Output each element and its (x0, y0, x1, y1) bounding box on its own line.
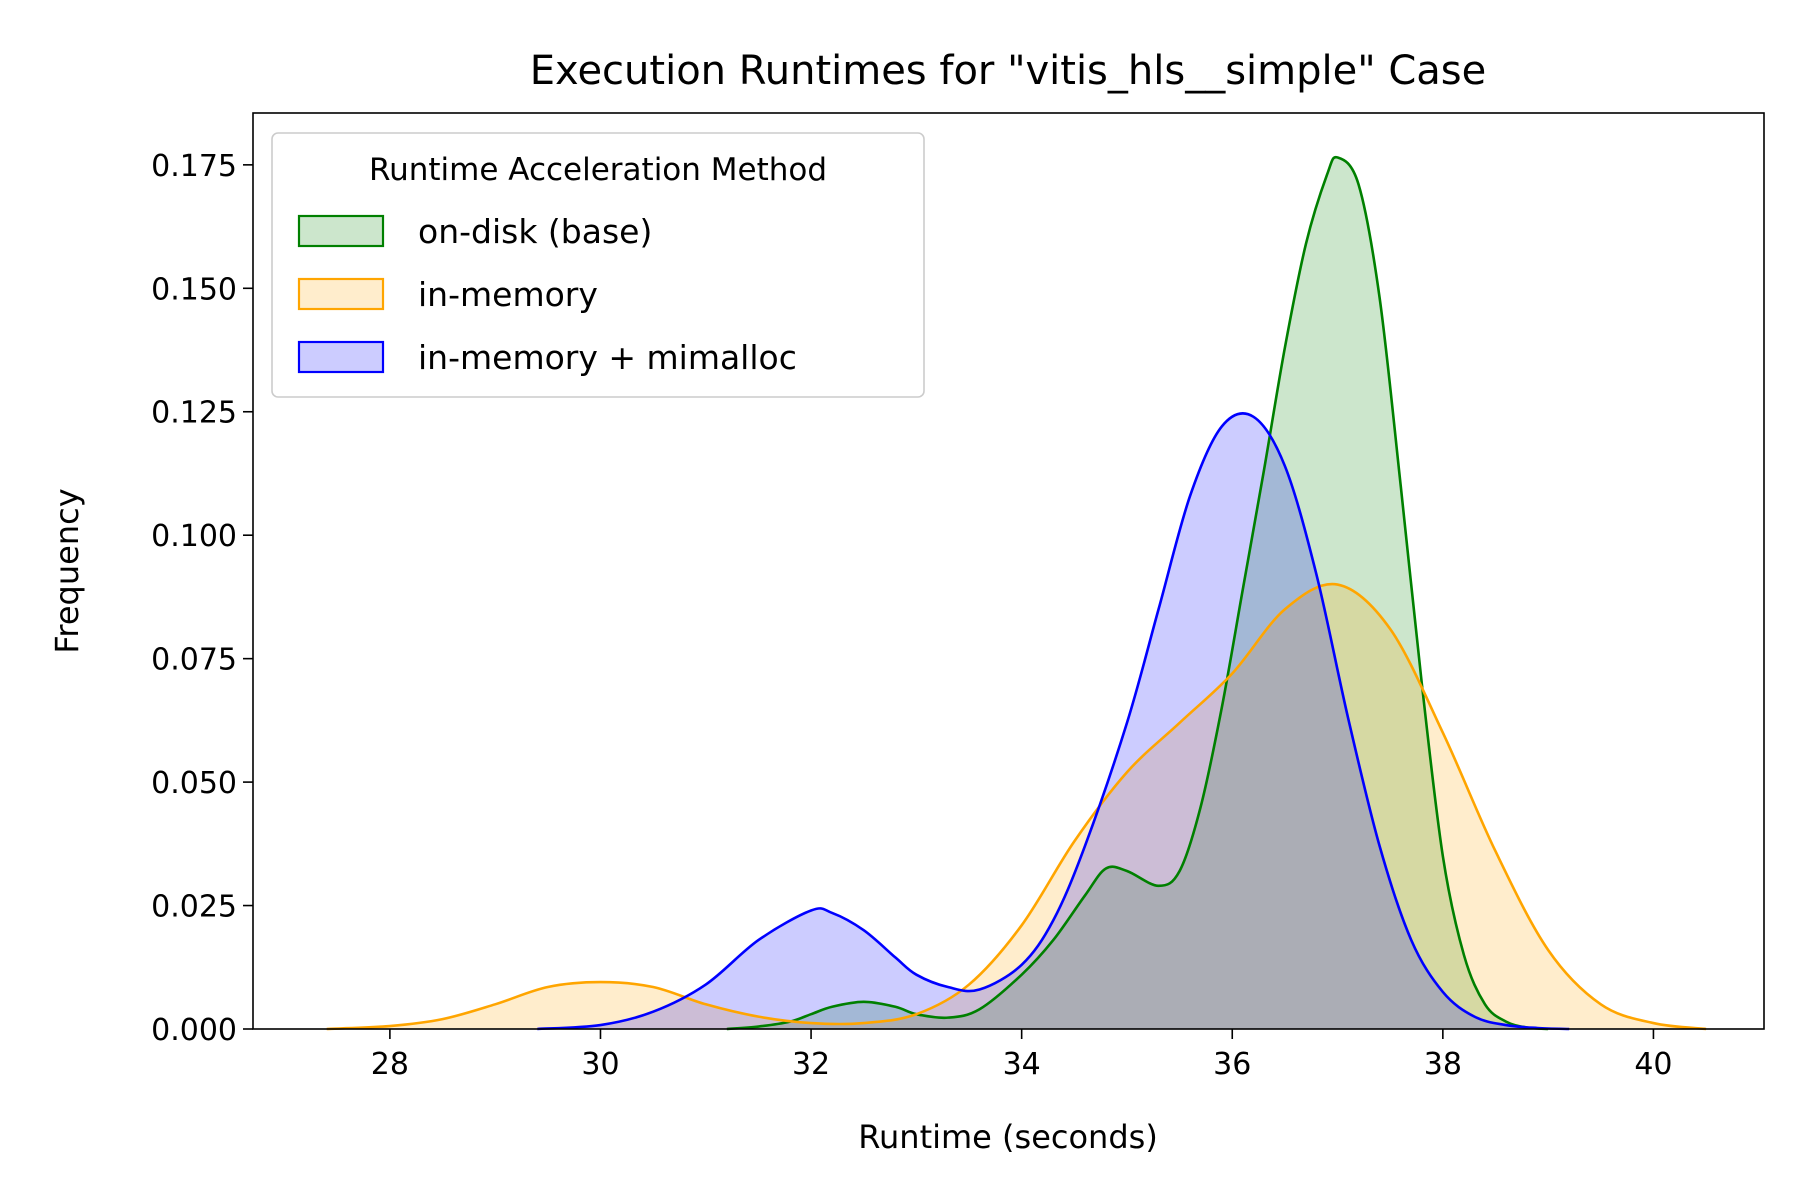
series-line-on-disk-base (726, 155, 1549, 1031)
y-tick-label: 0.050 (151, 766, 237, 801)
series-fills (326, 157, 1707, 1029)
plot-area-frame (252, 112, 1765, 1030)
x-tick-label: 28 (371, 1047, 409, 1082)
x-tick-label: 38 (1424, 1047, 1462, 1082)
legend-label: in-memory + mimalloc (418, 338, 797, 377)
x-axis-label: Runtime (seconds) (858, 1118, 1158, 1156)
legend-label: in-memory (418, 275, 598, 314)
legend-swatch (297, 340, 385, 374)
series-line-in-memory (326, 582, 1707, 1031)
y-tick-label: 0.150 (151, 272, 237, 307)
x-tick-label: 34 (1003, 1047, 1041, 1082)
legend-title: Runtime Acceleration Method (369, 152, 827, 188)
series-fill-on-disk-base (726, 157, 1549, 1029)
y-tick-label: 0.000 (151, 1013, 237, 1048)
series-line-in-memory-mimalloc (537, 412, 1570, 1031)
y-axis: 0.000 0.025 0.050 0.075 0.100 0.125 0.150 0.175 (151, 149, 253, 1048)
series-layer (326, 155, 1707, 1031)
legend-item-in-memory: in-memory (297, 275, 598, 314)
legend: Runtime Acceleration Method on-disk (bas… (271, 132, 925, 398)
y-tick-label: 0.025 (151, 890, 237, 925)
series-fill-in-memory (326, 584, 1707, 1029)
series-fill-in-memory-mimalloc (537, 413, 1570, 1029)
series-lines (326, 155, 1707, 1031)
x-tick-label: 32 (792, 1047, 830, 1082)
y-tick-label: 0.125 (151, 396, 237, 431)
legend-label: on-disk (base) (418, 212, 652, 251)
legend-item-on-disk-base: on-disk (base) (297, 212, 652, 251)
legend-box (271, 132, 925, 398)
y-tick-label: 0.175 (151, 149, 237, 184)
x-tick-label: 40 (1634, 1047, 1672, 1082)
x-tick-label: 36 (1213, 1047, 1251, 1082)
legend-swatch (297, 277, 385, 311)
chart-title: Execution Runtimes for "vitis_hls__simpl… (530, 48, 1487, 94)
legend-entries: on-disk (base) in-memory in-memory + mimal… (297, 212, 797, 377)
y-tick-label: 0.100 (151, 519, 237, 554)
y-axis-label: Frequency (48, 488, 86, 653)
x-axis: 28 30 32 34 36 38 40 (371, 1029, 1673, 1082)
x-tick-label: 30 (581, 1047, 619, 1082)
y-tick-label: 0.075 (151, 643, 237, 678)
legend-item-in-memory-mimalloc: in-memory + mimalloc (297, 338, 797, 377)
legend-swatch (297, 214, 385, 248)
